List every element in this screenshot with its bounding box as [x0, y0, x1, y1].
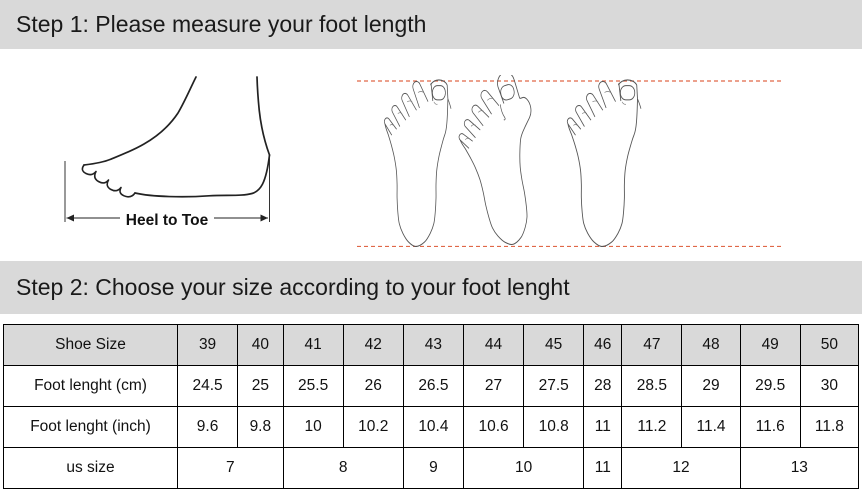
svg-text:Heel to Toe: Heel to Toe	[126, 212, 209, 229]
